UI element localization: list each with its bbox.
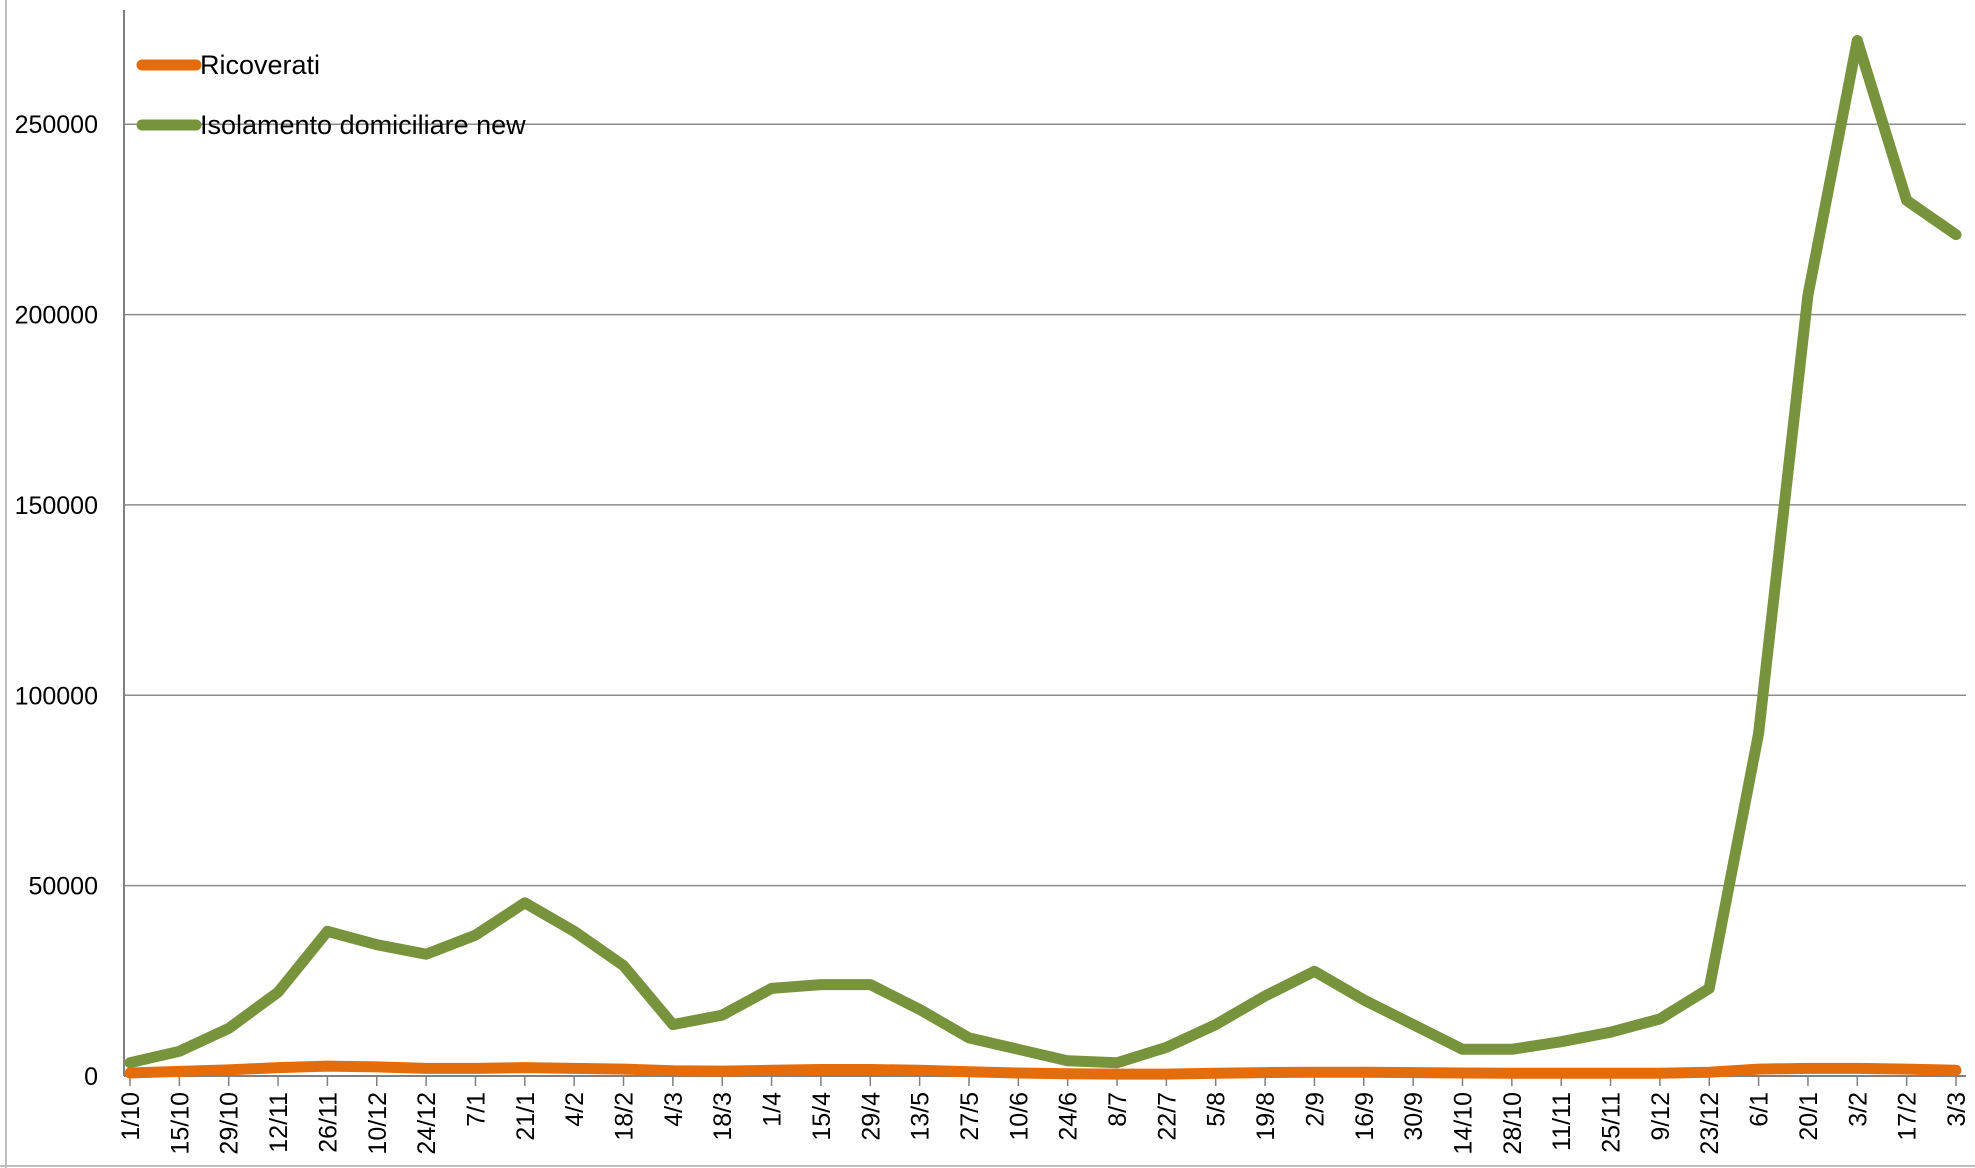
x-tick-label: 28/10 <box>1499 1092 1527 1155</box>
x-tick-label: 6/1 <box>1746 1092 1774 1127</box>
y-axis-tick-labels: 0 50000 100000 150000 200000 250000 <box>15 111 98 1091</box>
x-tick-label: 21/1 <box>512 1092 540 1141</box>
x-tick-label: 13/5 <box>907 1092 935 1141</box>
x-tick-label: 4/3 <box>660 1092 688 1127</box>
x-tick-label: 29/4 <box>857 1092 885 1141</box>
y-tick-label: 0 <box>84 1063 98 1091</box>
x-tick-label: 9/12 <box>1647 1092 1675 1141</box>
legend-label: Ricoverati <box>200 50 320 80</box>
series-line-isolamento-domiciliare <box>130 41 1956 1063</box>
x-axis: 1/10 15/10 29/10 12/11 26/11 10/12 24/12 7/1 21/… <box>117 10 1971 1155</box>
x-tick-label: 1/10 <box>117 1092 145 1141</box>
x-tick-label: 23/12 <box>1696 1092 1724 1155</box>
x-tick-label: 30/9 <box>1400 1092 1428 1141</box>
x-tick-label: 12/11 <box>265 1092 293 1153</box>
x-tick-label: 22/7 <box>1153 1092 1181 1141</box>
x-tick-label: 15/4 <box>808 1092 836 1141</box>
series-lines <box>130 41 1956 1075</box>
x-tick-label: 3/2 <box>1844 1092 1872 1127</box>
x-tick-label: 20/1 <box>1795 1092 1823 1141</box>
x-tick-label: 3/3 <box>1943 1092 1971 1127</box>
x-tick-label: 24/6 <box>1055 1092 1083 1141</box>
x-tick-label: 18/3 <box>709 1092 737 1141</box>
x-tick-label: 11/11 <box>1548 1092 1576 1151</box>
x-tick-label: 29/10 <box>216 1092 244 1155</box>
y-tick-label: 150000 <box>15 492 98 520</box>
x-tick-label: 4/2 <box>561 1092 589 1127</box>
x-tick-label: 26/11 <box>314 1092 342 1153</box>
legend-label: Isolamento domiciliare new <box>200 110 526 140</box>
y-tick-label: 250000 <box>15 111 98 139</box>
x-tick-label: 8/7 <box>1104 1092 1132 1127</box>
x-tick-label: 2/9 <box>1301 1092 1329 1127</box>
y-tick-label: 50000 <box>28 873 98 901</box>
x-tick-label: 15/10 <box>166 1092 194 1155</box>
x-tick-label: 14/10 <box>1449 1092 1477 1155</box>
legend: Ricoverati Isolamento domiciliare new <box>142 50 526 140</box>
x-tick-label: 10/12 <box>364 1092 392 1155</box>
series-line-ricoverati <box>130 1066 1956 1074</box>
x-tick-label: 18/2 <box>611 1092 639 1141</box>
x-tick-label: 10/6 <box>1005 1092 1033 1141</box>
x-tick-label: 25/11 <box>1598 1092 1626 1153</box>
x-tick-label: 27/5 <box>956 1092 984 1141</box>
x-tick-label: 17/2 <box>1894 1092 1922 1141</box>
y-tick-label: 100000 <box>15 682 98 710</box>
x-tick-label: 19/8 <box>1252 1092 1280 1141</box>
x-tick-label: 5/8 <box>1203 1092 1231 1127</box>
x-tick-label: 1/4 <box>759 1092 787 1127</box>
x-tick-label: 16/9 <box>1351 1092 1379 1141</box>
x-tick-label: 7/1 <box>462 1092 490 1127</box>
y-tick-label: 200000 <box>15 302 98 330</box>
x-tick-label: 24/12 <box>413 1092 441 1155</box>
